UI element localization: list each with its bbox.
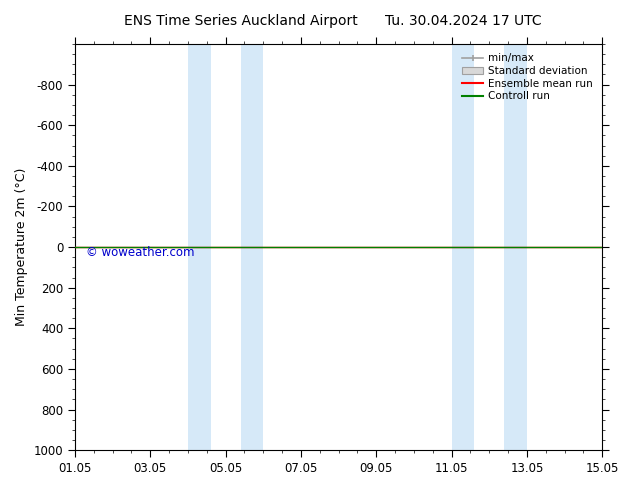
Text: Tu. 30.04.2024 17 UTC: Tu. 30.04.2024 17 UTC [384, 14, 541, 28]
Legend: min/max, Standard deviation, Ensemble mean run, Controll run: min/max, Standard deviation, Ensemble me… [458, 49, 597, 105]
Bar [241, 44, 263, 450]
Bar [451, 44, 474, 450]
Text: ENS Time Series Auckland Airport: ENS Time Series Auckland Airport [124, 14, 358, 28]
Bar [505, 44, 527, 450]
Y-axis label: Min Temperature 2m (°C): Min Temperature 2m (°C) [15, 168, 28, 326]
Bar [188, 44, 210, 450]
Text: © woweather.com: © woweather.com [86, 246, 194, 259]
